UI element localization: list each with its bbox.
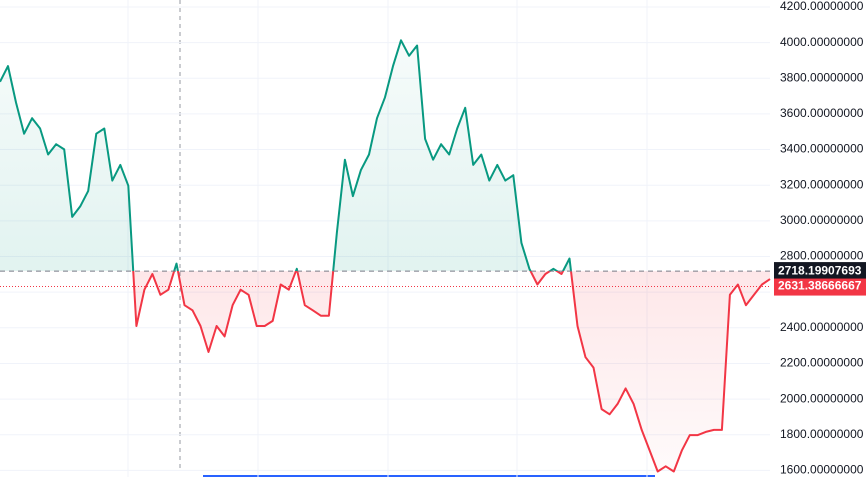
y-tick-label: 3400.00000000	[780, 142, 864, 156]
y-tick-label: 3000.00000000	[780, 213, 864, 227]
y-tick-label: 2200.00000000	[780, 356, 864, 370]
y-tick-label: 3600.00000000	[780, 106, 864, 120]
y-tick-label: 1800.00000000	[780, 427, 864, 441]
baseline-label-box	[774, 262, 866, 281]
y-tick-label: 2000.00000000	[780, 391, 864, 405]
y-tick-label: 1600.00000000	[780, 463, 864, 477]
baseline-label: 2718.19907693	[778, 263, 862, 277]
baseline-area	[0, 40, 770, 472]
last-price-label-box	[774, 278, 866, 296]
y-tick-label: 2400.00000000	[780, 320, 864, 334]
y-tick-label: 2800.00000000	[780, 249, 864, 263]
y-tick-label: 4000.00000000	[780, 35, 864, 49]
last-price-label: 2631.38666667	[778, 279, 862, 293]
price-line	[0, 39, 771, 473]
y-tick-label: 4200.00000000	[780, 0, 864, 13]
y-tick-label: 3200.00000000	[780, 177, 864, 191]
y-tick-label: 3800.00000000	[780, 70, 864, 84]
